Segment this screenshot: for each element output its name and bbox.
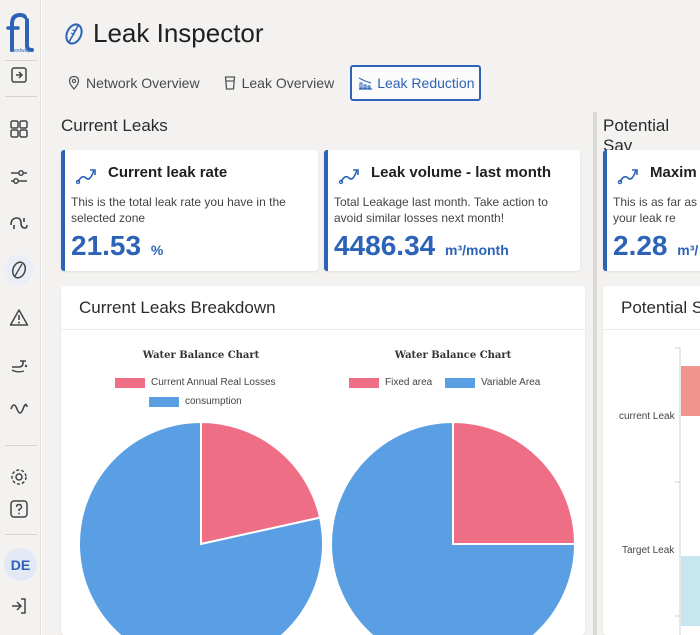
kpi-value: 4486.34 m³/month [334,230,509,262]
tap-icon[interactable] [8,354,30,376]
chart-title: Water Balance Chart [394,350,512,361]
legend-item[interactable]: Fixed area [349,377,432,388]
legend-swatch [149,396,179,407]
water-balance-chart-1: Water Balance Chart Current Annual Real … [71,344,331,635]
savings-bar-chart [675,347,700,635]
legend-item[interactable]: Current Annual Real Losses [115,377,276,388]
kpi-description: This is as far as with your leak re [613,195,700,225]
kpi-unit: m³/ [677,242,699,258]
bar-category-label: current Leak [619,411,675,422]
logout-icon[interactable] [8,595,30,617]
tab-label: Leak Overview [241,75,335,91]
bar-current-leak[interactable] [681,366,700,416]
kpi-card-leak-volume: Leak volume - last month Total Leakage l… [324,150,580,271]
bar-target-leak[interactable] [681,556,700,626]
kpi-description: This is the total leak rate you have in … [71,195,286,225]
app-logo [6,12,34,52]
leaks-breakdown-panel: Current Leaks Breakdown Water Balance Ch… [61,286,585,635]
section-title-current: Current Leaks [61,116,168,135]
page-header: Leak Inspector Network Overview Leak Ove… [42,0,700,108]
map-pin-icon [68,75,80,90]
kpi-value: 21.53 % [71,230,163,262]
panel-title: Potential S [621,298,700,317]
pie-chart-1 [78,420,324,635]
kpi-number: 4486.34 [334,230,436,261]
tab-leak-overview[interactable]: Leak Overview [216,65,341,101]
sidebar-divider [5,445,37,446]
wave-icon[interactable] [8,398,30,420]
logo-subtext: floodway [10,48,30,54]
kpi-unit: m³/month [445,242,509,258]
legend-swatch [445,377,475,388]
kpi-number: 2.28 [613,230,668,261]
legend-item[interactable]: Variable Area [445,377,540,388]
sidebar: floodway DE [0,0,41,635]
trend-up-icon [75,169,96,185]
tab-network-overview[interactable]: Network Overview [60,65,206,101]
sidebar-divider [5,96,37,97]
panel-divider [603,329,700,330]
tab-label: Leak Reduction [377,75,475,91]
page-title: Leak Inspector [93,18,264,48]
kpi-card-leak-rate: Current leak rate This is the total leak… [61,150,318,271]
legend-label: consumption [185,396,242,407]
pie-slice-current-annual-real-losses[interactable] [200,420,322,546]
pie-slice-fixed-area[interactable] [452,420,577,545]
trend-up-icon [338,169,359,185]
help-icon[interactable] [8,498,30,520]
kpi-title: Current leak rate [108,164,228,181]
settings-icon[interactable] [8,466,30,488]
legend-label: Variable Area [481,377,541,388]
kpi-unit: % [150,242,164,258]
sidebar-divider [5,534,37,535]
kpi-title: Leak volume - last month [371,164,552,181]
legend-label: Current Annual Real Losses [151,377,276,388]
kpi-description: Total Leakage last month. Take action to… [334,195,548,225]
kpi-card-max-reduction: Maxim This is as far as with your leak r… [603,150,700,271]
potential-savings-panel: Potential S current Leak Target Leak [603,286,700,635]
sliders-icon[interactable] [8,166,30,188]
leaf-icon[interactable] [4,255,34,285]
bar-category-label: Target Leak [622,545,675,556]
legend-swatch [115,377,145,388]
alert-icon[interactable] [8,307,30,329]
kpi-number: 21.53 [71,230,142,261]
panel-divider [61,329,585,330]
leaf-icon [65,23,83,45]
legend-swatch [349,377,379,388]
user-avatar[interactable]: DE [4,548,37,581]
collapse-icon[interactable] [8,64,30,86]
legend-item[interactable]: consumption [149,396,242,407]
pie-chart-2 [330,420,577,635]
tab-bar: Network Overview Leak Overview Leak Redu… [60,64,491,102]
sidebar-divider [5,60,37,61]
trend-up-icon [617,169,638,185]
tab-leak-reduction[interactable]: Leak Reduction [350,65,482,101]
water-balance-chart-2: Water Balance Chart Fixed area Variable … [323,344,583,635]
main-content: Leak Inspector Network Overview Leak Ove… [42,0,700,635]
legend-label: Fixed area [385,377,433,388]
kpi-value: 2.28 m³/ [613,230,698,262]
bar-chart-down-icon [358,77,373,90]
chart-title: Water Balance Chart [142,350,260,361]
dashboard-icon[interactable] [8,118,30,140]
tab-label: Network Overview [86,75,200,91]
panel-title: Current Leaks Breakdown [79,298,276,317]
cup-icon [224,76,235,90]
pie-slice-consumption[interactable] [78,420,324,635]
pie-slice-variable-area[interactable] [330,420,577,635]
section-separator [593,112,597,635]
kpi-title: Maxim [650,164,697,181]
pipe-icon[interactable] [8,212,30,234]
